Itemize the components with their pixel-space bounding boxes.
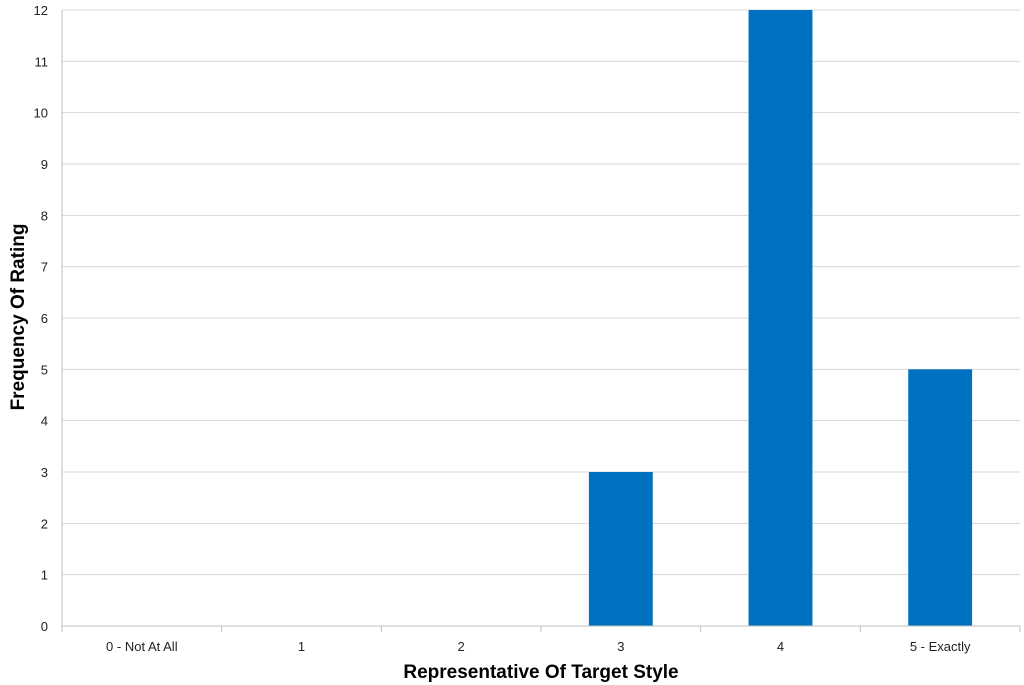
x-tick-labels: 0 - Not At All 1 2 3 4 5 - Exactly — [106, 639, 971, 654]
bars — [588, 10, 973, 626]
y-tick-label: 7 — [41, 260, 48, 275]
y-tick-label: 1 — [41, 568, 48, 583]
y-tick-label: 10 — [34, 106, 48, 121]
bar-5 — [908, 369, 973, 626]
y-tick-label: 2 — [41, 516, 48, 531]
y-tick-label: 5 — [41, 362, 48, 377]
axes — [61, 10, 1021, 632]
x-tick-label: 2 — [458, 639, 465, 654]
x-tick-label: 1 — [298, 639, 305, 654]
x-axis-title: Representative Of Target Style — [403, 662, 678, 683]
y-tick-label: 4 — [41, 414, 48, 429]
x-tick-label: 4 — [777, 639, 784, 654]
y-tick-label: 9 — [41, 157, 48, 172]
bar-4 — [748, 10, 813, 626]
x-tick-label: 5 - Exactly — [910, 639, 971, 654]
gridlines — [62, 9, 1020, 576]
y-tick-label: 12 — [34, 3, 48, 18]
y-tick-label: 11 — [35, 54, 49, 69]
x-tick-label: 3 — [617, 639, 624, 654]
y-tick-label: 0 — [41, 619, 48, 634]
y-axis-title: Frequency Of Rating — [8, 224, 29, 411]
y-tick-label: 8 — [41, 208, 48, 223]
y-tick-label: 6 — [41, 311, 48, 326]
bar-3 — [588, 472, 653, 626]
y-tick-label: 3 — [41, 465, 48, 480]
x-tick-label: 0 - Not At All — [106, 639, 178, 654]
